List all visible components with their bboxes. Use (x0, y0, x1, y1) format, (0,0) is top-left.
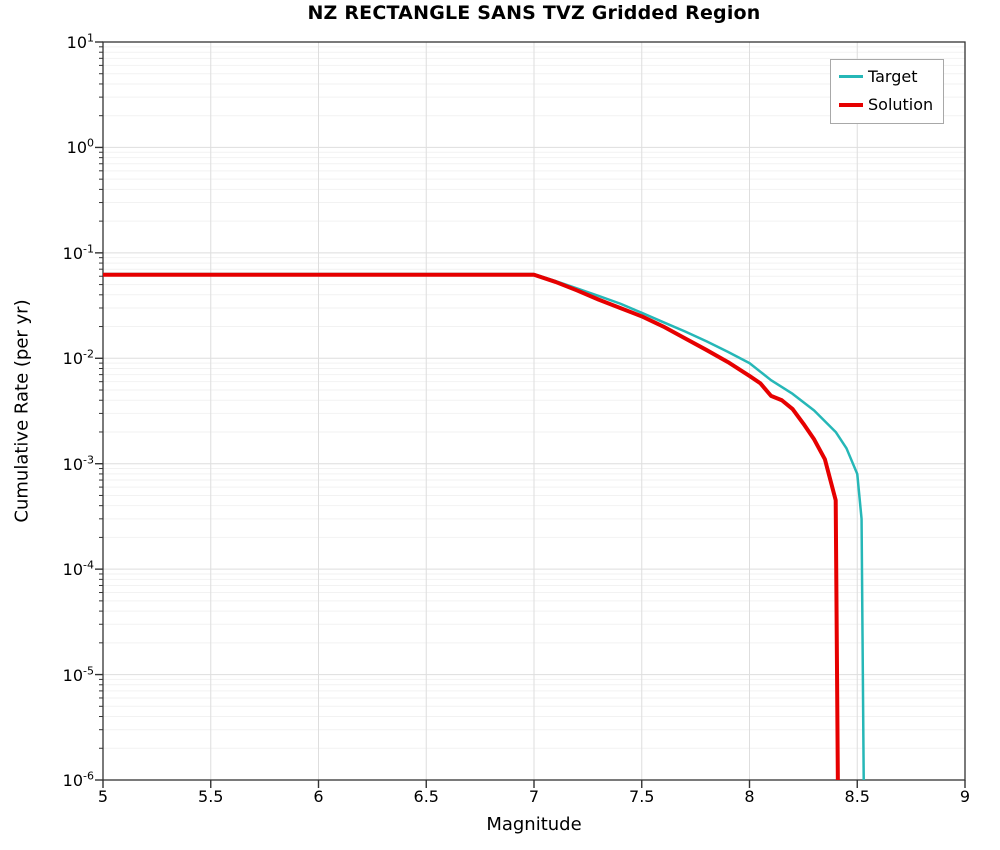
y-axis-label: Cumulative Rate (per yr) (11, 299, 33, 523)
x-axis-label: Magnitude (486, 814, 582, 835)
y-tick-label: 101 (66, 31, 94, 52)
y-tick-label: 10-2 (62, 347, 94, 369)
series-line-solution (103, 272, 840, 781)
x-tick-label: 9 (959, 787, 971, 806)
x-tick-label: 8 (744, 787, 755, 806)
y-tick-label: 10-5 (62, 664, 94, 685)
y-tick-label: 10-4 (62, 558, 94, 579)
x-tick-label: 5 (97, 787, 109, 806)
x-tick-label: 8.5 (844, 787, 870, 806)
y-tick-label: 10-1 (62, 242, 94, 263)
legend-label-solution: Solution (868, 95, 934, 114)
legend: Target Solution (830, 59, 945, 124)
legend-item-target: Target (839, 67, 933, 86)
legend-label-target: Target (868, 67, 918, 86)
plot-box-spine (102, 41, 966, 781)
x-tick-label: 6.5 (413, 787, 439, 806)
x-tick-label: 7.5 (629, 787, 655, 806)
solution-line-swatch (839, 102, 863, 107)
legend-item-solution: Solution (839, 95, 933, 114)
x-tick-label: 6 (313, 787, 324, 806)
x-tick-label: 5.5 (198, 787, 224, 806)
target-line-swatch (839, 75, 863, 78)
y-tick-label: 10-6 (62, 769, 94, 790)
x-tick-label: 7 (528, 787, 540, 806)
chart-title: NZ RECTANGLE SANS TVZ Gridded Region (307, 2, 761, 24)
y-tick-label: 100 (66, 136, 94, 158)
y-tick-label: 10-3 (62, 453, 94, 474)
